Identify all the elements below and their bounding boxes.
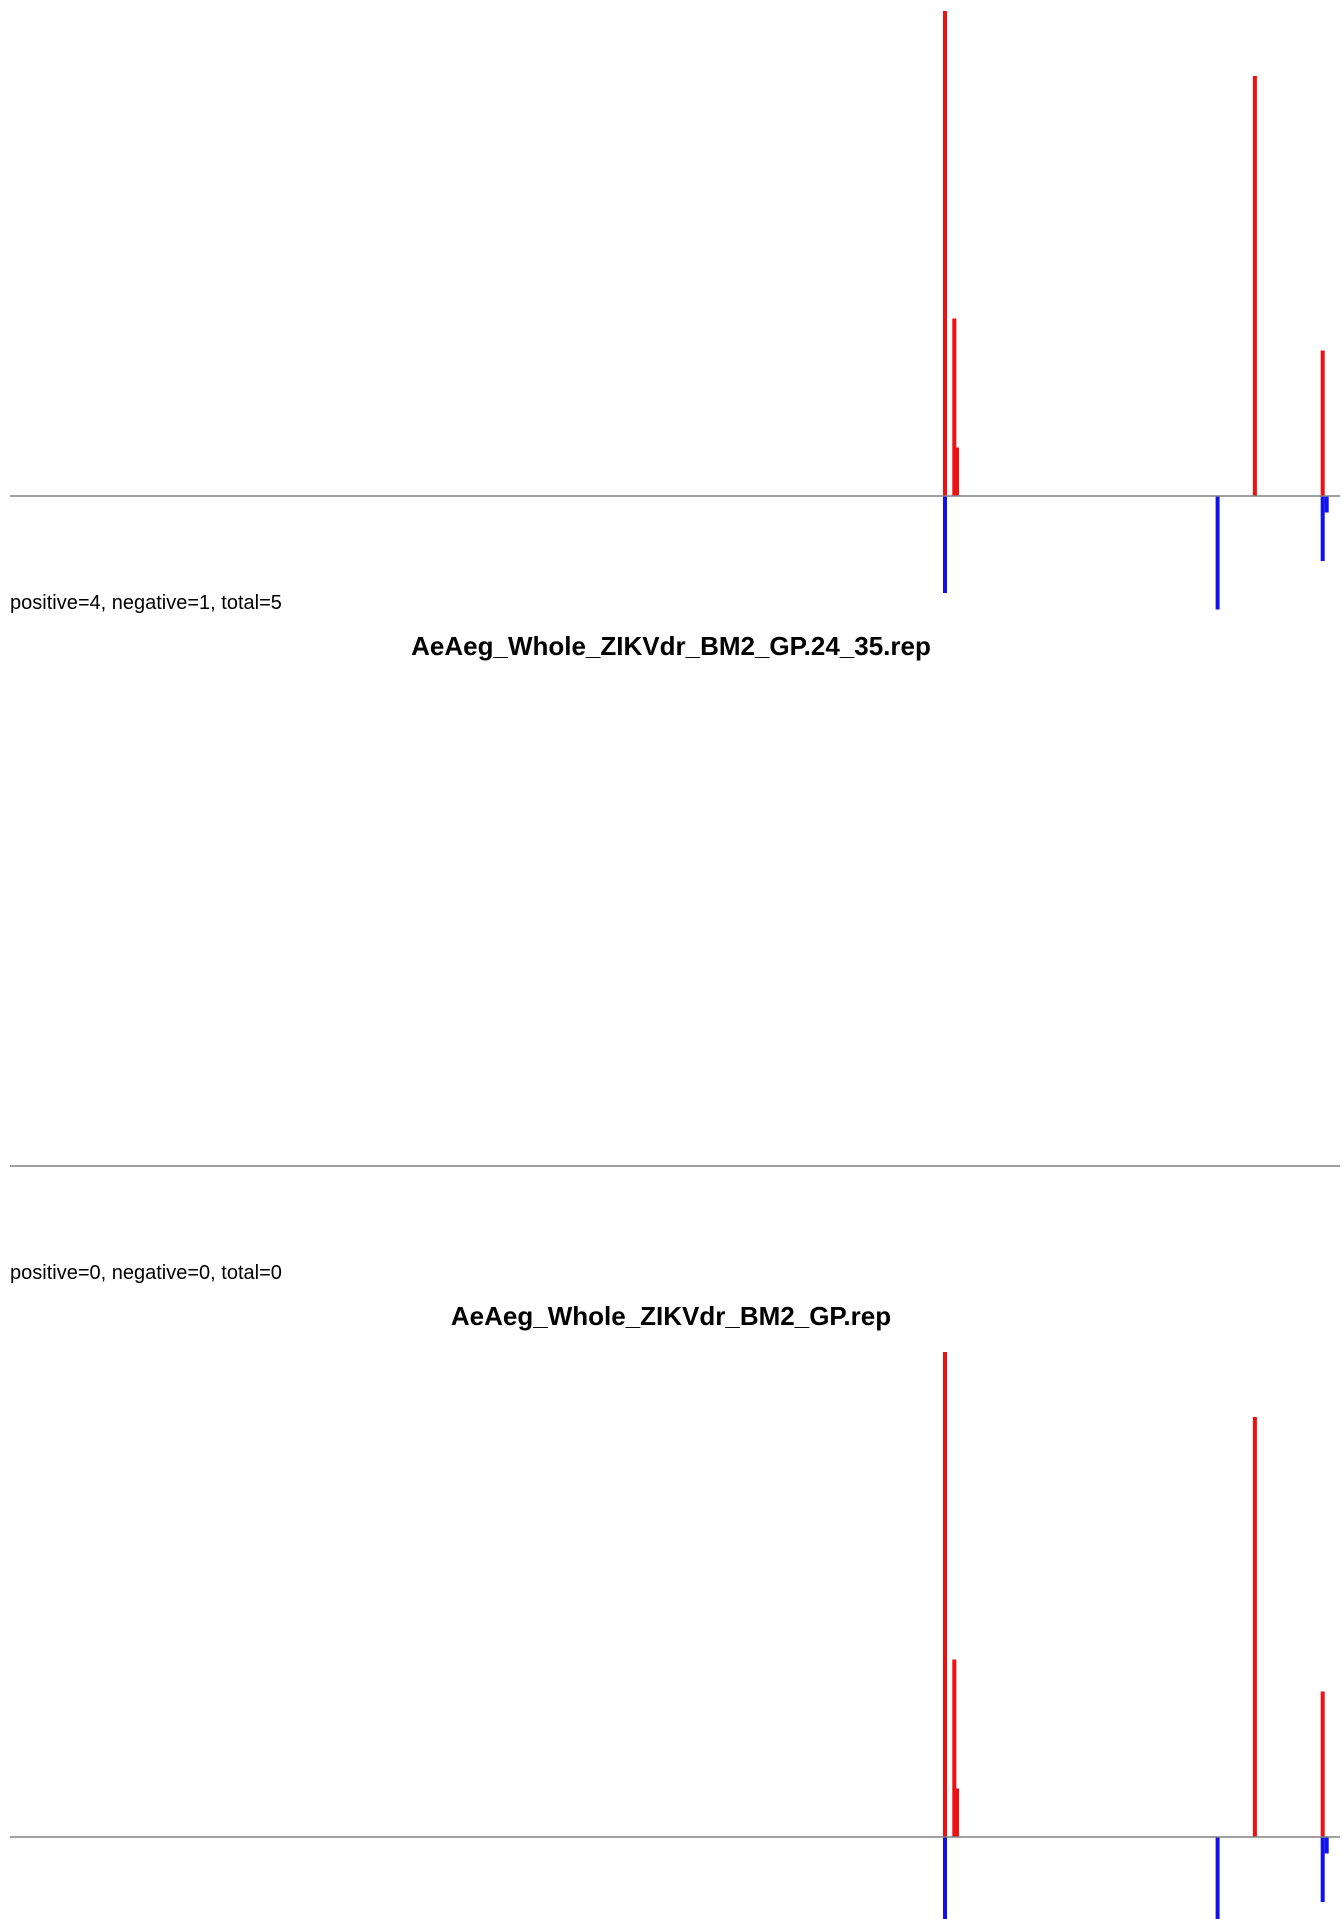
negative-bar xyxy=(1215,496,1220,610)
positive-bar xyxy=(1252,1417,1257,1837)
coverage-panel-3: AeAeg_Whole_ZIKVdr_BM2_GP.rep xyxy=(10,1301,1340,1919)
negative-bar xyxy=(943,1837,947,1919)
panel-summary: positive=4, negative=1, total=5 xyxy=(10,592,282,614)
negative-bar xyxy=(1324,496,1329,513)
positive-bar xyxy=(943,1352,947,1837)
positive-bar xyxy=(943,11,947,496)
positive-bar xyxy=(952,1659,957,1837)
coverage-panel-2: AeAeg_Whole_ZIKVdr_BM2_GP.24_35.rep posi… xyxy=(10,631,1340,1284)
bar-group xyxy=(943,11,1329,610)
coverage-panel-1: positive=4, negative=1, total=5 xyxy=(10,11,1340,614)
positive-bar xyxy=(1320,1691,1325,1837)
positive-bar xyxy=(955,447,959,496)
negative-bar xyxy=(1320,496,1325,561)
negative-bar xyxy=(1215,1837,1220,1919)
positive-bar xyxy=(1320,350,1325,496)
positive-bar xyxy=(1252,76,1257,496)
bar-group xyxy=(943,1352,1329,1919)
negative-bar xyxy=(943,496,947,593)
panel-title: AeAeg_Whole_ZIKVdr_BM2_GP.24_35.rep xyxy=(411,631,931,661)
negative-bar xyxy=(1320,1837,1325,1902)
panel-summary: positive=0, negative=0, total=0 xyxy=(10,1262,282,1284)
positive-bar xyxy=(955,1788,959,1837)
positive-bar xyxy=(952,318,957,496)
panel-title: AeAeg_Whole_ZIKVdr_BM2_GP.rep xyxy=(451,1301,891,1331)
negative-bar xyxy=(1324,1837,1329,1854)
